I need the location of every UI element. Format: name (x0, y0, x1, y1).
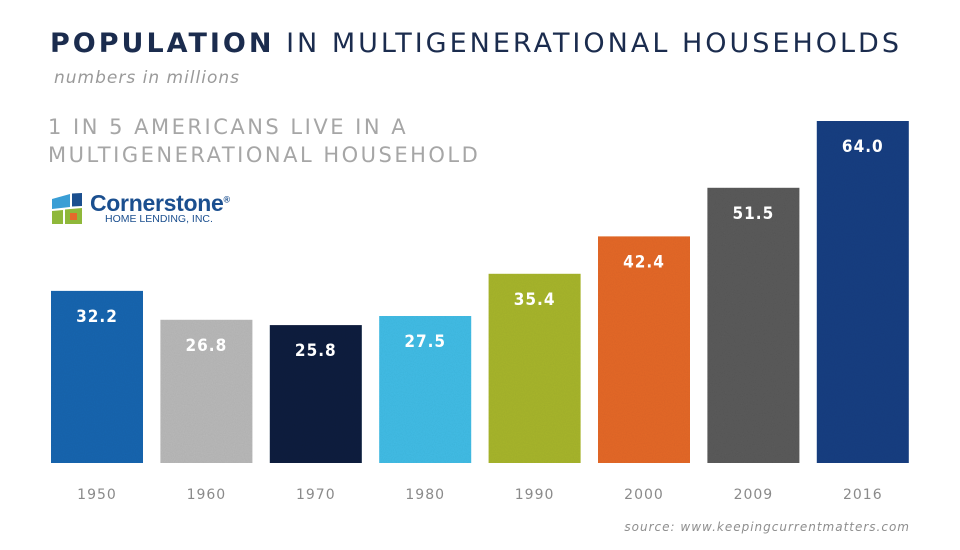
headline-line-1: 1 IN 5 AMERICANS LIVE IN A (48, 115, 409, 139)
value-label-1990: 35.4 (514, 290, 556, 310)
chart-title-rest: IN MULTIGENERATIONAL HOUSEHOLDS (286, 28, 902, 59)
value-label-2016: 64.0 (842, 137, 884, 157)
x-tick-label-2009: 2009 (734, 487, 774, 503)
company-logo: Cornerstone® HOME LENDING, INC. (50, 190, 250, 227)
x-tick-label-2016: 2016 (843, 487, 883, 503)
value-label-1980: 27.5 (404, 332, 446, 352)
logo-subtitle: HOME LENDING, INC. (105, 213, 213, 225)
x-tick-label-1950: 1950 (77, 487, 117, 503)
bar-1980 (379, 316, 472, 463)
x-tick-label-1990: 1990 (515, 487, 555, 503)
source-note: source: www.keepingcurrentmatters.com (624, 520, 910, 534)
x-tick-label-1980: 1980 (405, 487, 445, 503)
bar-1970 (269, 325, 362, 463)
house-window-logo-icon (52, 193, 82, 224)
chart-title: POPULATION IN MULTIGENERATIONAL HOUSEHOL… (50, 28, 902, 59)
x-tick-label-1960: 1960 (187, 487, 227, 503)
value-label-1970: 25.8 (295, 341, 337, 361)
headline: 1 IN 5 AMERICANS LIVE IN A MULTIGENERATI… (48, 113, 528, 169)
bars-group (51, 121, 909, 464)
value-label-1950: 32.2 (76, 307, 118, 327)
bar-2009 (707, 187, 800, 464)
logo-name: Cornerstone® (90, 190, 230, 216)
x-tick-label-2000: 2000 (624, 487, 664, 503)
value-label-2009: 51.5 (733, 204, 775, 224)
bar-1990 (488, 273, 581, 463)
x-axis-labels: 1950 1960 1970 1980 1990 2000 2009 2016 (77, 487, 883, 503)
chart-title-bold: POPULATION (50, 28, 275, 59)
bar-2000 (598, 236, 690, 463)
headline-line-2: MULTIGENERATIONAL HOUSEHOLD (48, 143, 481, 167)
value-label-1960: 26.8 (186, 336, 228, 356)
bar-1960 (160, 319, 253, 463)
x-tick-label-1970: 1970 (296, 487, 336, 503)
value-labels-group: 32.2 26.8 25.8 27.5 35.4 42.4 51.5 64.0 (76, 137, 884, 361)
bar-1950 (51, 290, 143, 463)
chart-subtitle: numbers in millions (54, 68, 240, 88)
value-label-2000: 42.4 (623, 252, 665, 272)
bar-2016 (816, 121, 909, 463)
